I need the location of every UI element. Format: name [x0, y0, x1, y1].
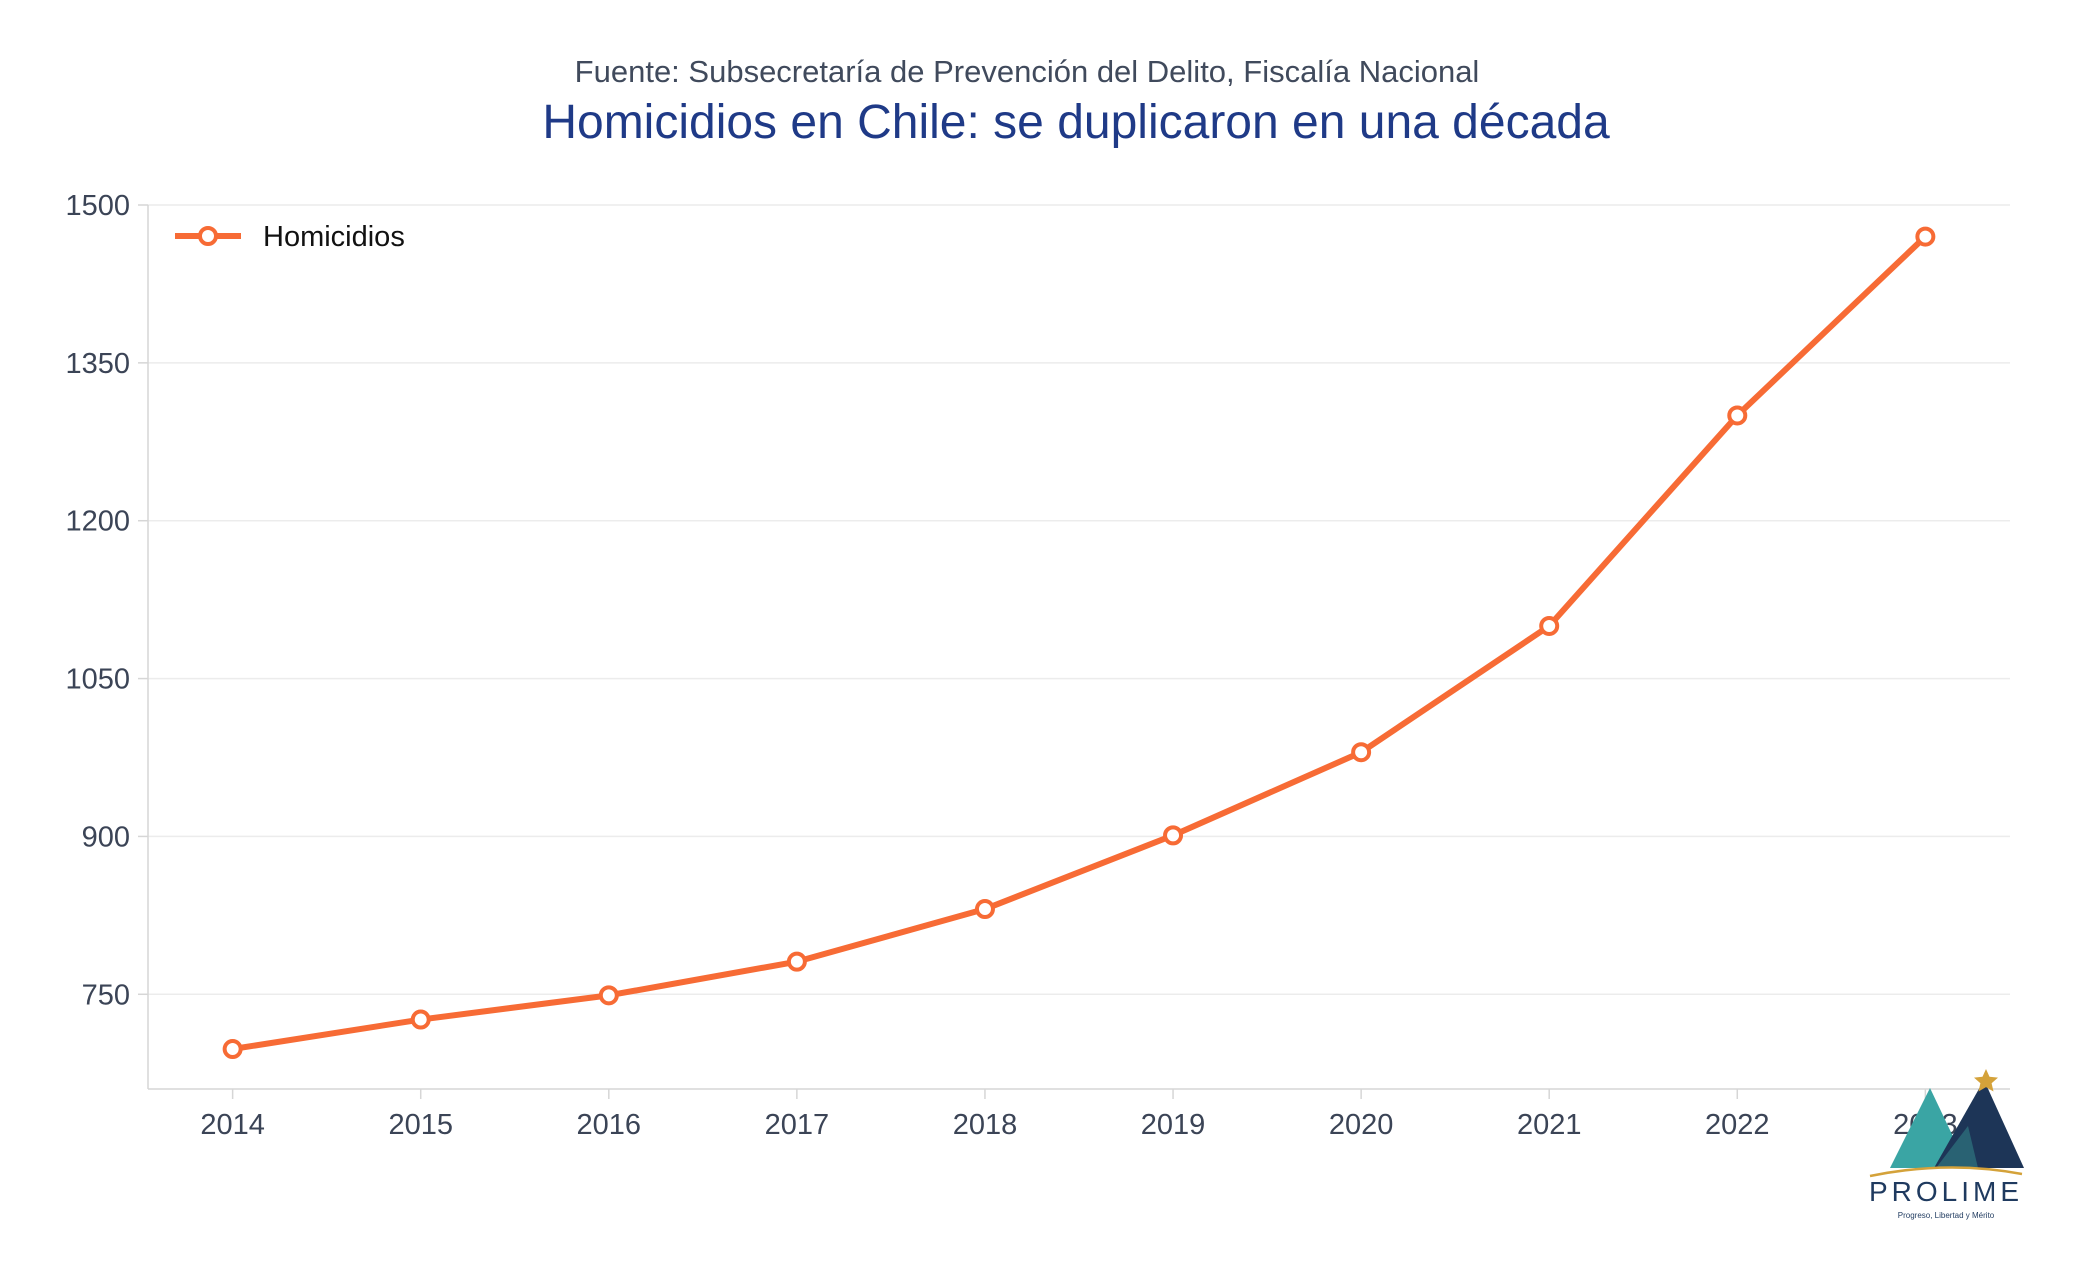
x-axis-ticks: 2014201520162017201820192020202120222023 — [200, 1089, 1958, 1141]
series-homicidios — [222, 226, 1936, 1060]
xtick-label-2017: 2017 — [765, 1109, 830, 1141]
ytick-label-900: 900 — [82, 821, 130, 853]
data-point-2015[interactable] — [410, 1009, 431, 1030]
ytick-label-1350: 1350 — [65, 348, 130, 380]
xtick-label-2015: 2015 — [388, 1109, 453, 1141]
legend[interactable]: Homicidios — [175, 221, 405, 253]
chart-title: Homicidios en Chile: se duplicaron en un… — [542, 96, 1610, 149]
xtick-label-2018: 2018 — [953, 1109, 1018, 1141]
logo-star-icon — [1974, 1069, 1998, 1092]
series-line-homicidios — [229, 233, 1929, 1053]
gridlines — [148, 204, 2010, 996]
axes — [147, 205, 2010, 1090]
xtick-label-2020: 2020 — [1329, 1109, 1394, 1141]
logo-overlap — [1936, 1126, 1978, 1168]
data-point-2022[interactable] — [1727, 405, 1748, 426]
xtick-label-2019: 2019 — [1141, 1109, 1206, 1141]
chart-subtitle: Fuente: Subsecretaría de Prevención del … — [575, 54, 1480, 89]
xtick-label-2016: 2016 — [577, 1109, 642, 1141]
data-point-2021[interactable] — [1539, 615, 1560, 636]
data-point-2017[interactable] — [786, 951, 807, 972]
logo-wordmark: PROLIME — [1869, 1176, 2023, 1207]
legend-marker — [198, 226, 218, 246]
legend-label-homicidios: Homicidios — [263, 221, 405, 253]
data-point-2014[interactable] — [222, 1039, 243, 1060]
logo-tagline: Progreso, Libertad y Mérito — [1898, 1211, 1995, 1220]
data-point-2019[interactable] — [1163, 825, 1184, 846]
data-point-2016[interactable] — [598, 985, 619, 1006]
logo-swoosh — [1869, 1166, 2023, 1178]
ytick-label-1050: 1050 — [65, 664, 130, 696]
y-axis-ticks: 750 900 1050 1200 1350 1500 — [65, 190, 148, 1011]
prolime-logo: PROLIME Progreso, Libertad y Mérito — [1869, 1069, 2024, 1220]
data-point-2020[interactable] — [1351, 742, 1372, 763]
xtick-label-2021: 2021 — [1517, 1109, 1582, 1141]
xtick-label-2014: 2014 — [200, 1109, 265, 1141]
ytick-label-1500: 1500 — [65, 190, 130, 222]
data-point-2023[interactable] — [1915, 226, 1936, 247]
ytick-label-1200: 1200 — [65, 506, 130, 538]
ytick-label-750: 750 — [82, 979, 130, 1011]
data-point-2018[interactable] — [974, 899, 995, 920]
xtick-label-2022: 2022 — [1705, 1109, 1770, 1141]
